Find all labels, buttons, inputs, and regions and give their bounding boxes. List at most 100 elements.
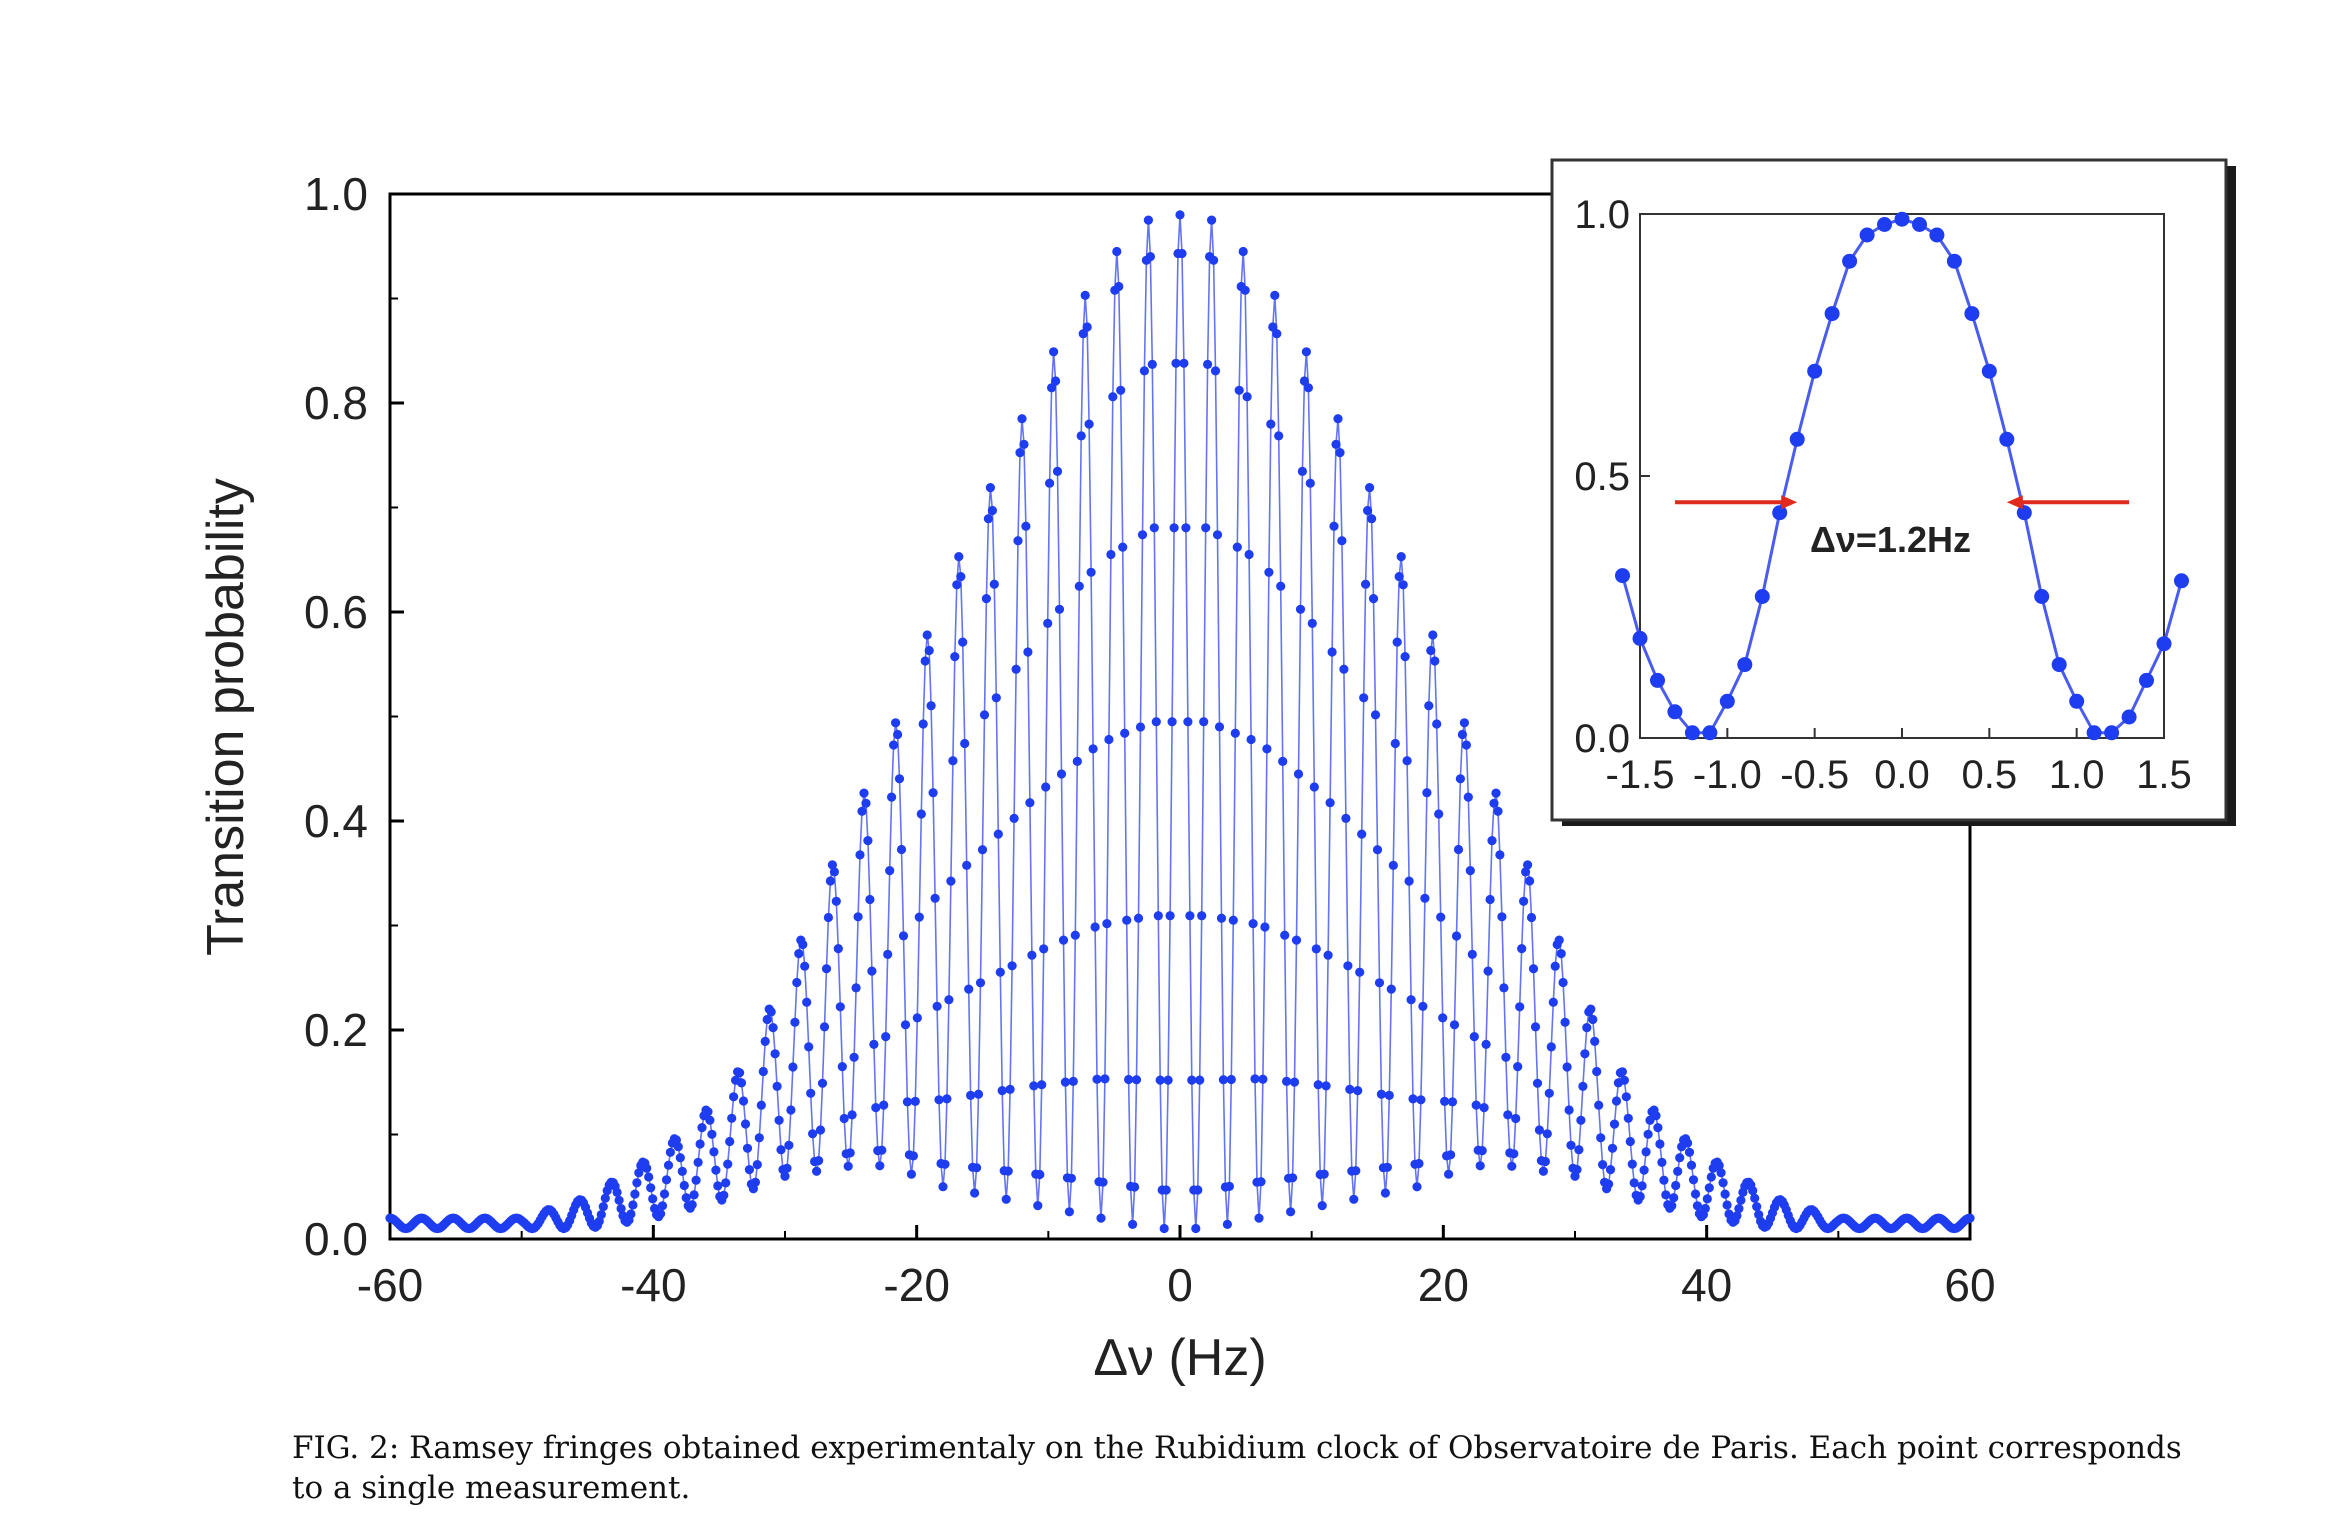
main-data-point (1171, 358, 1181, 368)
main-data-point (891, 718, 901, 728)
inset-data-point (2139, 672, 2154, 688)
main-data-point (831, 896, 841, 906)
main-data-point (1214, 722, 1225, 732)
main-data-point (1122, 915, 1132, 925)
main-data-point (1130, 1182, 1140, 1192)
main-data-point (1639, 1165, 1649, 1175)
main-data-point (1177, 248, 1187, 259)
main-data-point (918, 719, 928, 729)
main-data-point (920, 656, 930, 666)
main-data-point (1566, 1140, 1576, 1150)
main-data-point (851, 983, 861, 993)
main-data-point (1272, 329, 1282, 339)
inset-x-axis: -1.5 -1.0 -0.5 0.0 0.5 1.0 1.5 (1606, 728, 2192, 797)
main-data-point (1238, 246, 1248, 257)
main-data-point (646, 1183, 656, 1193)
main-data-point (1230, 728, 1240, 738)
main-data-point (1722, 1200, 1732, 1210)
main-data-point (1390, 738, 1400, 749)
main-data-point (1286, 1207, 1296, 1217)
main-data-point (991, 693, 1001, 703)
main-data-point (1351, 1166, 1361, 1176)
main-data-point (762, 1014, 772, 1025)
main-data-point (1339, 664, 1349, 674)
main-data-point (1228, 915, 1238, 925)
main-data-point (1590, 1036, 1600, 1046)
inset-data-point (1615, 568, 1630, 584)
main-x-tick-label: 60 (1944, 1259, 1995, 1311)
main-data-point (938, 1182, 948, 1192)
main-data-point (1096, 1213, 1106, 1223)
inset-data-point (2121, 709, 2137, 725)
main-data-point (865, 894, 875, 905)
main-data-point (1226, 1074, 1236, 1085)
inset-data-point (1877, 217, 1892, 232)
main-data-point (1317, 1201, 1327, 1211)
main-data-point (1576, 1115, 1586, 1125)
left-arrow-head (1781, 495, 1798, 510)
main-data-point (1667, 1201, 1677, 1211)
main-data-point (1580, 1049, 1590, 1059)
main-data-point (1562, 1062, 1572, 1072)
main-data-point (1635, 1191, 1645, 1202)
main-data-point (1440, 1096, 1450, 1106)
main-data-point (1303, 383, 1313, 393)
inset-data-point (1999, 431, 2015, 447)
main-data-point (1479, 1103, 1489, 1113)
main-data-point (695, 1139, 705, 1149)
main-data-point (1076, 431, 1086, 441)
main-data-point (837, 1062, 847, 1072)
main-data-point (1564, 1105, 1574, 1115)
main-data-point (634, 1168, 644, 1178)
main-data-point (713, 1181, 723, 1191)
inset-data-point (2156, 636, 2172, 652)
main-data-point (677, 1166, 687, 1176)
main-data-point (1147, 359, 1157, 369)
main-data-point (659, 1189, 670, 1199)
main-data-point (1540, 1156, 1550, 1167)
main-data-point (1167, 717, 1177, 727)
main-data-point (1207, 215, 1217, 225)
main-data-point (853, 912, 863, 922)
main-data-point (1526, 912, 1537, 923)
main-data-point (766, 1007, 776, 1017)
main-data-point (1655, 1139, 1665, 1149)
main-data-point (1037, 1080, 1047, 1090)
main-data-point (823, 912, 834, 923)
main-data-point (1343, 961, 1353, 971)
main-data-point (1054, 604, 1065, 614)
main-y-tick-label: 0.8 (304, 377, 368, 429)
inset-data-point (1981, 363, 1997, 379)
main-x-tick-label: 20 (1418, 1259, 1469, 1311)
main-data-point (1675, 1153, 1685, 1163)
main-data-point (1700, 1203, 1710, 1214)
main-data-point (1513, 1062, 1523, 1072)
main-data-point (1519, 896, 1529, 906)
main-data-point (1187, 1075, 1197, 1085)
inset-data-point (1929, 227, 1945, 243)
main-data-point (839, 1113, 849, 1124)
main-data-point (1051, 376, 1061, 386)
main-data-point (1325, 798, 1335, 808)
main-data-point (979, 710, 990, 720)
main-data-point (630, 1189, 640, 1199)
main-data-point (800, 961, 810, 971)
main-data-point (1530, 1022, 1541, 1032)
main-data-point (1291, 935, 1302, 945)
main-data-point (1467, 949, 1477, 960)
main-data-point (735, 1068, 745, 1078)
main-data-point (1673, 1166, 1683, 1176)
main-data-point (1434, 809, 1444, 819)
main-data-point (1523, 860, 1533, 870)
main-data-point (1349, 1194, 1359, 1204)
main-data-point (1288, 1173, 1298, 1183)
main-data-point (1532, 1078, 1543, 1088)
main-data-point (1528, 964, 1539, 974)
inset-y-tick-label: 0.5 (1574, 455, 1630, 499)
main-data-point (691, 1175, 701, 1185)
main-data-point (1641, 1147, 1651, 1157)
main-data-point (1256, 1177, 1266, 1187)
main-data-point (1734, 1204, 1744, 1214)
main-data-point (815, 1125, 826, 1135)
main-data-point (738, 1096, 749, 1106)
